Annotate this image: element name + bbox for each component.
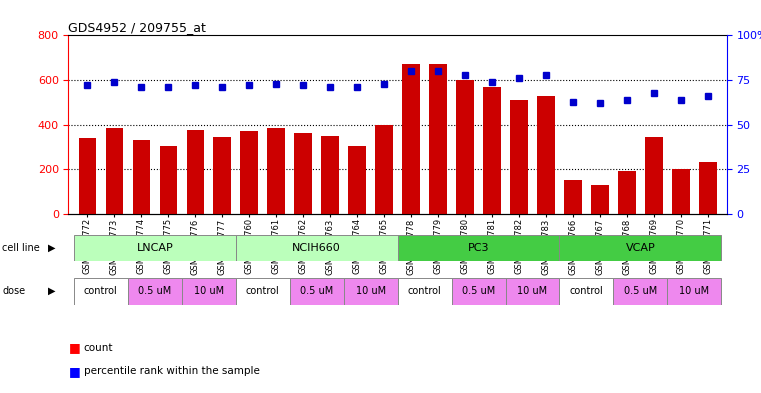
Bar	[236, 278, 290, 305]
Text: ▶: ▶	[48, 242, 56, 253]
Text: 0.5 uM: 0.5 uM	[300, 286, 333, 296]
Bar	[214, 137, 231, 214]
Text: ■: ■	[68, 365, 80, 378]
Bar	[564, 180, 581, 214]
Text: 10 uM: 10 uM	[194, 286, 224, 296]
Text: cell line: cell line	[2, 242, 40, 253]
Bar	[429, 64, 447, 214]
Bar	[559, 278, 613, 305]
Bar	[344, 278, 397, 305]
Bar	[106, 128, 123, 214]
Bar	[613, 278, 667, 305]
Bar	[74, 278, 128, 305]
Bar	[505, 278, 559, 305]
Bar	[618, 171, 635, 214]
Text: count: count	[84, 343, 113, 353]
Bar	[645, 137, 663, 214]
Bar	[295, 132, 312, 214]
Bar	[186, 130, 204, 214]
Bar	[128, 278, 182, 305]
Bar	[74, 235, 236, 261]
Text: percentile rank within the sample: percentile rank within the sample	[84, 366, 260, 376]
Text: control: control	[84, 286, 118, 296]
Text: control: control	[246, 286, 279, 296]
Bar	[290, 278, 344, 305]
Text: PC3: PC3	[468, 243, 489, 253]
Text: dose: dose	[2, 286, 25, 296]
Text: GDS4952 / 209755_at: GDS4952 / 209755_at	[68, 21, 206, 34]
Text: ▶: ▶	[48, 286, 56, 296]
Bar	[672, 169, 689, 214]
Bar	[182, 278, 236, 305]
Bar	[559, 235, 721, 261]
Bar	[591, 185, 609, 214]
Text: control: control	[408, 286, 441, 296]
Text: NCIH660: NCIH660	[292, 243, 341, 253]
Bar	[397, 235, 559, 261]
Text: control: control	[569, 286, 603, 296]
Bar	[483, 87, 501, 214]
Text: 0.5 uM: 0.5 uM	[624, 286, 657, 296]
Bar	[78, 138, 96, 214]
Bar	[699, 162, 717, 214]
Bar	[397, 278, 451, 305]
Bar	[403, 64, 420, 214]
Bar	[667, 278, 721, 305]
Bar	[267, 128, 285, 214]
Text: 0.5 uM: 0.5 uM	[139, 286, 171, 296]
Text: VCAP: VCAP	[626, 243, 655, 253]
Bar	[349, 146, 366, 214]
Bar	[537, 96, 555, 214]
Bar	[160, 146, 177, 214]
Bar	[375, 125, 393, 214]
Text: 0.5 uM: 0.5 uM	[462, 286, 495, 296]
Text: ■: ■	[68, 341, 80, 354]
Bar	[451, 278, 505, 305]
Bar	[457, 80, 474, 214]
Bar	[132, 140, 150, 214]
Text: LNCAP: LNCAP	[136, 243, 174, 253]
Bar	[240, 132, 258, 214]
Text: 10 uM: 10 uM	[355, 286, 386, 296]
Text: 10 uM: 10 uM	[680, 286, 709, 296]
Bar	[511, 100, 528, 214]
Bar	[321, 136, 339, 214]
Bar	[236, 235, 397, 261]
Text: 10 uM: 10 uM	[517, 286, 548, 296]
